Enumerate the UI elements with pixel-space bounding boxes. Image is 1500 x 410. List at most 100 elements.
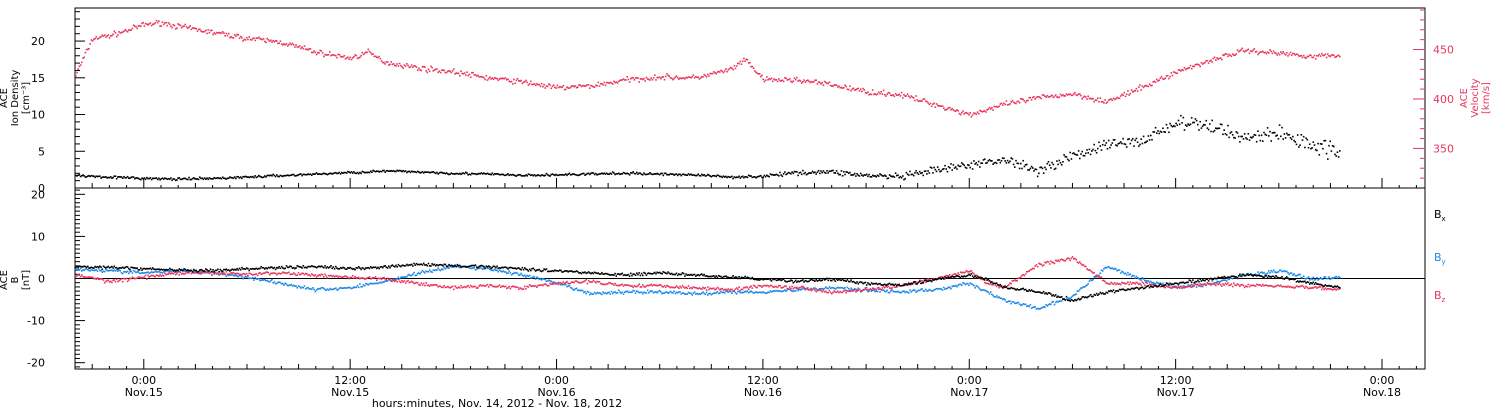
by-point [1231,277,1234,280]
bz-point [408,281,411,284]
bz-point [424,284,426,287]
by-point [865,289,868,291]
density-point [1085,152,1087,155]
velocity-point [176,27,178,29]
density-point [879,173,881,175]
density-point [1254,134,1257,136]
bz-point [1284,285,1287,288]
bx-point [636,272,638,274]
velocity-point [265,41,267,44]
density-point [1258,134,1260,137]
velocity-point [1307,55,1310,58]
by-point [1100,269,1103,272]
by-point [747,291,750,294]
bz-point [726,289,728,292]
bz-point [371,277,373,279]
density-point [661,172,663,175]
bz-point [422,282,425,285]
density-point [219,177,222,179]
bx-point [514,267,516,269]
bz-point [785,285,787,288]
bz-point [893,286,896,288]
by-point [362,284,365,286]
density-point [1118,142,1121,144]
bx-point [84,265,87,268]
by-point [518,274,520,277]
by-point [1327,277,1329,280]
density-point [819,172,821,175]
bx-point [156,268,159,270]
bz-point [382,277,384,279]
by-point [660,291,662,293]
velocity-point [1283,52,1286,55]
velocity-point [205,29,207,32]
bx-point [592,272,595,275]
velocity-point [1073,93,1075,95]
by-point [1217,280,1219,283]
bx-point [306,267,308,269]
velocity-point [1222,54,1224,56]
bz-point [1245,285,1247,287]
density-point [720,175,722,178]
by-point [617,289,620,291]
velocity-point [716,71,719,73]
bx-point [172,270,175,272]
bz-point [1222,283,1224,285]
by-point [803,288,805,290]
density-point [208,177,211,179]
by-point [495,269,497,272]
velocity-point [673,77,675,80]
velocity-point [1112,97,1115,100]
bx-point [396,266,398,268]
density-point [816,171,819,173]
bx-point [410,263,413,266]
by-point [1224,279,1227,281]
by-point [516,272,519,275]
bz-point [1336,288,1339,290]
by-point [1317,279,1319,281]
density-point [737,176,739,179]
bx-point [401,264,403,267]
by-point [829,287,832,290]
velocity-point [530,80,532,83]
bz-point [244,273,247,276]
velocity-point [884,93,886,96]
bx-point [187,269,189,271]
by-point [697,293,699,296]
by-point [100,269,102,272]
bz-point [138,276,141,278]
velocity-point [1318,53,1321,56]
by-point [649,290,651,293]
by-point [300,287,302,289]
velocity-point [389,63,391,66]
bz-point [441,286,443,289]
density-point [1169,122,1171,125]
bx-point [702,274,704,277]
bz-point [631,285,633,287]
velocity-point [330,54,332,57]
density-point [261,176,264,179]
by-point [407,274,409,276]
bx-point [696,274,698,277]
velocity-point [607,81,609,84]
by-point [798,288,801,291]
by-point [1107,265,1110,268]
velocity-point [1335,56,1337,58]
density-point [757,175,760,178]
velocity-point [1166,74,1169,77]
bx-point [355,267,358,269]
by-point [867,290,869,293]
by-point [509,272,512,274]
bz-point [211,274,213,276]
bx-point [444,263,447,266]
by-point [1292,274,1294,276]
bz-point [555,283,557,285]
by-point [752,292,755,294]
velocity-point [867,91,869,93]
velocity-point [1130,89,1133,91]
by-point [856,288,858,291]
density-point [870,176,873,178]
density-point [1071,152,1074,155]
density-point [292,173,295,176]
by-point [828,286,831,288]
